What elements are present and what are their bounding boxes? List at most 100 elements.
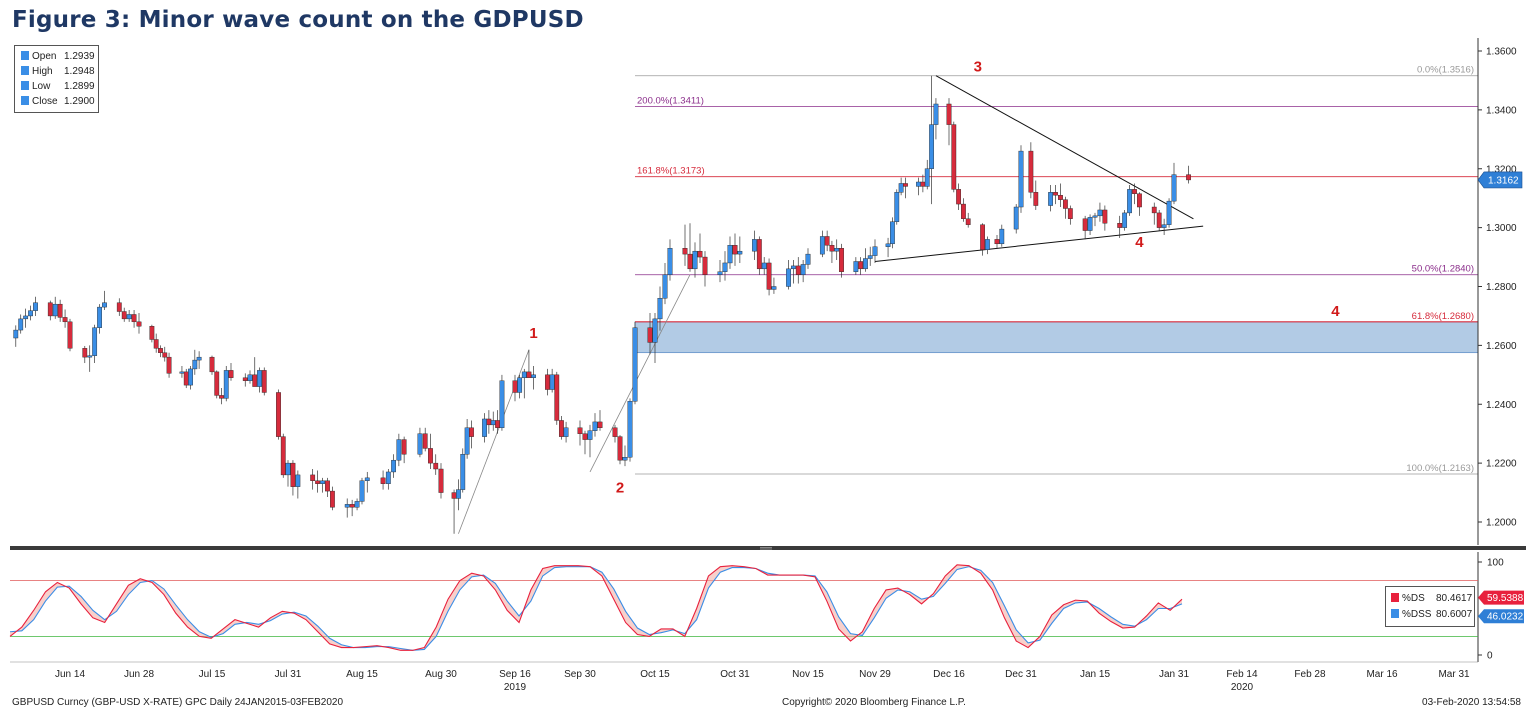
candle-up (627, 398, 633, 462)
candle-up (482, 413, 487, 443)
candle-body (1082, 218, 1088, 231)
candle-body (592, 421, 598, 431)
candle-body (354, 501, 360, 508)
candle-up (592, 413, 598, 437)
candle-body (1058, 195, 1063, 200)
candle-body (451, 492, 457, 499)
candle-up (102, 290, 107, 311)
candle-body (330, 490, 335, 508)
date-tick-label: Sep 30 (564, 669, 596, 680)
candle-body (929, 124, 934, 169)
candle-body (495, 420, 500, 428)
candle-down (545, 368, 550, 396)
stoch-ds-row: %DS 80.4617 (1386, 591, 1474, 607)
candle-up (916, 177, 921, 196)
candle-body (1132, 189, 1137, 194)
candle-down (980, 223, 986, 256)
candle-down (349, 499, 355, 517)
fib-label: 161.8%(1.3173) (637, 166, 705, 177)
candle-down (166, 352, 172, 378)
date-tick-label: Aug 30 (425, 669, 457, 680)
candle-up (285, 460, 291, 487)
candle-up (257, 367, 262, 393)
wave-label: 1 (529, 325, 537, 342)
date-tick-label: Mar 16 (1366, 669, 1398, 680)
candle-body (131, 314, 137, 323)
candle-down (956, 183, 962, 210)
candle-down (495, 410, 500, 434)
candle-up (872, 239, 878, 263)
candle-body (1053, 192, 1058, 196)
fib-label: 0.0%(1.3516) (1417, 65, 1474, 76)
candle-body (692, 250, 698, 270)
candle-up (867, 246, 873, 266)
candle-body (1092, 215, 1098, 218)
candle-down (162, 346, 168, 362)
candle-body (257, 370, 262, 387)
candle-up (1013, 204, 1019, 234)
candle-down (136, 312, 142, 334)
stoch-dss-label: %DSS (1402, 609, 1432, 620)
candle-down (1117, 215, 1123, 238)
candle-body (223, 370, 229, 399)
candle-body (1097, 209, 1103, 217)
candle-body (1151, 206, 1157, 214)
candle-up (126, 310, 132, 322)
date-axis: Jun 14 Jun 28 Jul 15 Jul 31 Aug 15 Aug 30 Sep … (10, 661, 1478, 693)
candle-body (732, 245, 738, 255)
candle-up (521, 368, 527, 399)
candle-body (320, 480, 325, 484)
candle-down (209, 355, 215, 375)
candle-body (898, 183, 904, 193)
trendline (589, 274, 691, 473)
date-tick-label: Nov 15 (792, 669, 824, 680)
date-tick-label: Jan 31 (1159, 669, 1189, 680)
candle-body (737, 250, 743, 255)
ohlc-open: Open 1.2939 (15, 49, 98, 64)
ohlc-high: High 1.2948 (15, 64, 98, 79)
candle-body (196, 356, 202, 361)
candle-up (657, 286, 663, 331)
candle-body (627, 401, 633, 458)
candle-up (196, 351, 202, 369)
candle-body (482, 418, 487, 437)
candle-body (179, 371, 185, 374)
footer-timestamp: 03-Feb-2020 13:54:58 (1422, 697, 1521, 708)
candle-down (732, 233, 738, 266)
date-tick-label: Jun 14 (55, 669, 85, 680)
candle-up (1122, 209, 1128, 231)
candle-body (1067, 208, 1073, 219)
candle-up (499, 374, 505, 431)
candle-body (1166, 200, 1172, 225)
candle-up (1127, 184, 1132, 216)
candle-body (33, 302, 38, 311)
candle-body (872, 246, 878, 256)
candle-up (344, 498, 350, 518)
candle-up (761, 257, 767, 275)
candle-up (192, 349, 198, 375)
stochastic-panel: 100 0 59.5388 46.0232 (9, 552, 1524, 662)
candle-up (490, 411, 496, 431)
stoch-fill (10, 564, 1182, 651)
candle-down (280, 433, 286, 478)
candle-body (401, 439, 407, 455)
candle-up (18, 314, 24, 334)
candle-down (219, 388, 224, 405)
ds-line (9, 564, 1183, 651)
candle-up (622, 445, 628, 467)
candle-body (188, 368, 193, 386)
candle-up (752, 230, 757, 261)
candle-up (247, 370, 253, 384)
candle-down (1082, 215, 1088, 240)
candle-body (82, 348, 88, 358)
candle-body (310, 474, 316, 481)
candle-down (315, 470, 320, 493)
candle-up (52, 296, 58, 319)
candle-body (290, 462, 296, 487)
ohlc-high-label: High (32, 66, 53, 77)
date-tick-label: Mar 31 (1438, 669, 1470, 680)
candle-down (252, 357, 258, 387)
candle-down (702, 251, 708, 287)
candle-up (549, 368, 555, 393)
